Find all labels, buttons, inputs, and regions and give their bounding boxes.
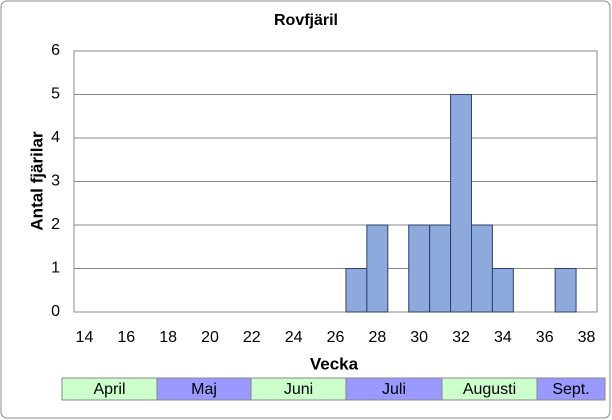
y-tick-label: 0: [51, 303, 60, 320]
x-tick-label: 28: [368, 329, 386, 346]
x-tick-label: 36: [536, 329, 554, 346]
x-tick-label: 26: [327, 329, 345, 346]
bar: [450, 94, 472, 313]
y-tick-label: 2: [51, 216, 60, 233]
x-tick-label: 16: [117, 329, 135, 346]
y-tick-label: 5: [51, 86, 60, 103]
x-tick-label: 14: [76, 329, 94, 346]
x-tick-label: 22: [243, 329, 261, 346]
month-label: Sept.: [552, 381, 589, 398]
bar: [429, 224, 452, 313]
chart-title: Rovfjäril: [274, 12, 338, 29]
y-axis-label: Antal fjärilar: [27, 131, 46, 231]
x-tick-label: 30: [410, 329, 428, 346]
x-tick-label: 20: [201, 329, 219, 346]
bar: [408, 224, 431, 313]
month-label: April: [93, 381, 125, 398]
x-tick-label: 18: [159, 329, 177, 346]
y-tick-label: 1: [51, 260, 60, 277]
y-tick-label: 4: [51, 129, 60, 146]
x-tick-label: 34: [494, 329, 512, 346]
x-tick-label: 24: [285, 329, 303, 346]
x-tick-label: 38: [578, 329, 596, 346]
bar: [491, 268, 514, 313]
month-label: Juli: [382, 381, 406, 398]
bar: [366, 224, 389, 313]
month-box: [536, 377, 606, 401]
bar: [345, 268, 368, 313]
month-label: Juni: [284, 381, 313, 398]
y-tick-label: 6: [51, 42, 60, 59]
month-label: Augusti: [463, 381, 516, 398]
bar: [470, 224, 493, 313]
month-label: Maj: [191, 381, 217, 398]
y-tick-label: 3: [51, 173, 60, 190]
bar: [554, 268, 577, 313]
x-axis-label: Vecka: [310, 354, 359, 373]
x-tick-label: 32: [452, 329, 470, 346]
